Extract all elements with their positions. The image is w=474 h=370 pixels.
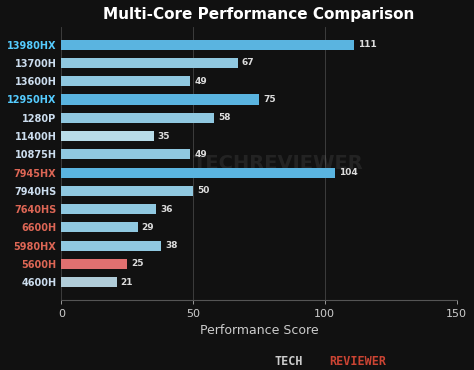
Text: 111: 111 — [358, 40, 376, 49]
Bar — [61, 131, 154, 141]
Text: 29: 29 — [142, 223, 155, 232]
Text: 75: 75 — [263, 95, 275, 104]
Bar — [61, 222, 138, 232]
Bar — [61, 204, 156, 214]
Bar — [61, 94, 259, 104]
Title: Multi-Core Performance Comparison: Multi-Core Performance Comparison — [103, 7, 415, 22]
Text: TECH: TECH — [275, 355, 303, 368]
Text: REVIEWER: REVIEWER — [329, 355, 386, 368]
Bar — [61, 113, 214, 123]
Text: 38: 38 — [165, 241, 178, 250]
Text: 49: 49 — [194, 77, 207, 86]
Bar — [61, 40, 354, 50]
Bar — [61, 168, 335, 178]
X-axis label: Performance Score: Performance Score — [200, 324, 318, 337]
Text: 21: 21 — [120, 278, 133, 287]
Bar — [61, 76, 191, 86]
Text: 35: 35 — [157, 131, 170, 141]
Text: 50: 50 — [197, 186, 210, 195]
Bar — [61, 149, 191, 159]
Text: 25: 25 — [131, 259, 144, 268]
Text: 49: 49 — [194, 150, 207, 159]
Bar — [61, 277, 117, 287]
Text: TECHREVIEWER: TECHREVIEWER — [193, 154, 364, 173]
Bar — [61, 186, 193, 196]
Text: 67: 67 — [242, 58, 255, 67]
Bar — [61, 259, 127, 269]
Text: 104: 104 — [339, 168, 358, 177]
Text: 58: 58 — [218, 113, 230, 122]
Text: 36: 36 — [160, 205, 173, 213]
Bar — [61, 240, 162, 250]
Bar — [61, 58, 238, 68]
